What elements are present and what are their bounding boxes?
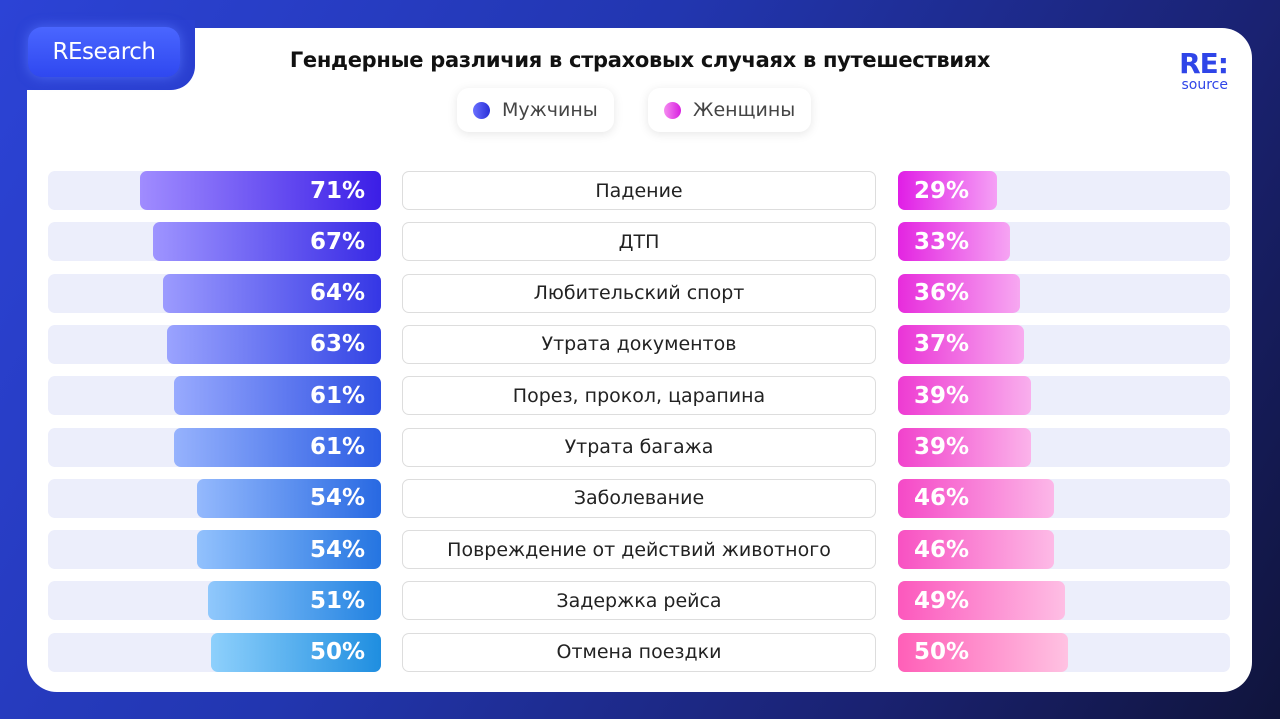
- men-value-label: 63%: [309, 331, 365, 358]
- men-track: 61%: [48, 427, 381, 467]
- women-track: 36%: [898, 273, 1230, 313]
- women-value-label: 46%: [914, 536, 970, 563]
- chart-row: 54% Заболевание 46%: [0, 478, 1280, 518]
- men-value-label: 54%: [309, 536, 365, 563]
- chart-row: 61% Утрата багажа 39%: [0, 427, 1280, 467]
- men-bar: 64%: [163, 273, 381, 313]
- logo-small: source: [1181, 77, 1229, 93]
- men-track: 64%: [48, 273, 381, 313]
- men-value-label: 54%: [309, 485, 365, 512]
- women-bar: 46%: [898, 530, 1055, 570]
- category-label: Повреждение от действий животного: [402, 530, 876, 570]
- men-bar: 54%: [197, 478, 381, 518]
- chart-row: 51% Задержка рейса 49%: [0, 581, 1280, 621]
- legend-men-label: Мужчины: [502, 99, 598, 121]
- women-value-label: 36%: [914, 280, 970, 307]
- chart-row: 61% Порез, прокол, царапина 39%: [0, 376, 1280, 416]
- women-track: 46%: [898, 478, 1230, 518]
- men-bar: 61%: [173, 427, 381, 467]
- resource-logo: RE: source: [1179, 47, 1229, 93]
- men-track: 71%: [48, 171, 381, 210]
- legend-dot-women-icon: [664, 101, 681, 119]
- women-bar: 50%: [898, 632, 1068, 672]
- men-bar: 71%: [139, 171, 381, 210]
- men-value-label: 64%: [309, 280, 365, 307]
- women-track: 33%: [898, 222, 1230, 262]
- chart-row: 64% Любительский спорт 36%: [0, 273, 1280, 313]
- men-value-label: 61%: [309, 382, 365, 409]
- men-bar: 67%: [153, 222, 381, 262]
- women-track: 50%: [898, 632, 1230, 672]
- category-label: Утрата багажа: [402, 427, 876, 467]
- women-value-label: 49%: [914, 587, 970, 614]
- women-value-label: 39%: [914, 382, 970, 409]
- men-value-label: 51%: [309, 587, 365, 614]
- women-track: 46%: [898, 530, 1230, 570]
- research-badge: REsearch: [28, 27, 180, 77]
- category-label: Заболевание: [402, 478, 876, 518]
- men-value-label: 71%: [309, 177, 365, 204]
- men-value-label: 50%: [309, 639, 365, 666]
- legend-dot-men-icon: [473, 101, 490, 119]
- category-label: ДТП: [402, 222, 876, 262]
- men-bar: 54%: [197, 530, 381, 570]
- women-track: 49%: [898, 581, 1230, 621]
- chart-title: Гендерные различия в страховых случаях в…: [289, 48, 991, 72]
- men-track: 63%: [48, 324, 381, 364]
- men-bar: 50%: [211, 632, 381, 672]
- women-bar: 36%: [898, 273, 1021, 313]
- legend-men: Мужчины: [457, 88, 614, 132]
- women-value-label: 33%: [914, 228, 970, 255]
- women-value-label: 50%: [914, 639, 970, 666]
- legend-women: Женщины: [648, 88, 812, 132]
- category-label: Утрата документов: [402, 324, 876, 364]
- category-label: Задержка рейса: [402, 581, 876, 621]
- category-label: Любительский спорт: [402, 273, 876, 313]
- chart-row: 54% Повреждение от действий животного 46%: [0, 530, 1280, 570]
- chart-row: 63% Утрата документов 37%: [0, 324, 1280, 364]
- women-value-label: 37%: [914, 331, 970, 358]
- category-label: Порез, прокол, царапина: [402, 376, 876, 416]
- legend-women-label: Женщины: [693, 99, 796, 121]
- men-track: 54%: [48, 478, 381, 518]
- women-value-label: 46%: [914, 485, 970, 512]
- men-track: 51%: [48, 581, 381, 621]
- women-bar: 46%: [898, 478, 1055, 518]
- logo-big: RE:: [1179, 47, 1229, 80]
- women-bar: 39%: [898, 376, 1031, 416]
- chart-row: 50% Отмена поездки 50%: [0, 632, 1280, 672]
- men-track: 61%: [48, 376, 381, 416]
- women-track: 29%: [898, 171, 1230, 210]
- men-value-label: 61%: [309, 434, 365, 460]
- women-value-label: 39%: [914, 434, 970, 460]
- women-bar: 49%: [898, 581, 1065, 621]
- men-value-label: 67%: [309, 228, 365, 255]
- women-track: 39%: [898, 376, 1230, 416]
- men-bar: 61%: [173, 376, 381, 416]
- category-label: Падение: [402, 171, 876, 210]
- men-track: 50%: [48, 632, 381, 672]
- men-track: 54%: [48, 530, 381, 570]
- men-bar: 51%: [207, 581, 381, 621]
- women-value-label: 29%: [914, 177, 970, 204]
- chart-row: 67% ДТП 33%: [0, 222, 1280, 262]
- category-label: Отмена поездки: [402, 632, 876, 672]
- women-track: 39%: [898, 427, 1230, 467]
- men-track: 67%: [48, 222, 381, 262]
- women-bar: 37%: [898, 324, 1024, 364]
- women-track: 37%: [898, 324, 1230, 364]
- men-bar: 63%: [166, 324, 381, 364]
- chart-row: 71% Падение 29%: [0, 171, 1280, 210]
- women-bar: 33%: [898, 222, 1011, 262]
- women-bar: 39%: [898, 427, 1031, 467]
- women-bar: 29%: [898, 171, 997, 210]
